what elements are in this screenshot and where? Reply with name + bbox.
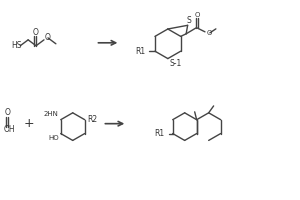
Text: O: O (194, 12, 200, 18)
Text: O: O (4, 108, 10, 117)
Text: O: O (45, 33, 51, 42)
Text: R2: R2 (88, 115, 98, 124)
Text: OH: OH (3, 125, 15, 134)
Text: +: + (24, 117, 34, 130)
Text: S-1: S-1 (169, 59, 182, 68)
Text: O: O (32, 28, 38, 37)
Text: R1: R1 (154, 129, 165, 138)
Text: HS: HS (11, 41, 22, 50)
Text: 2HN: 2HN (44, 111, 59, 117)
Text: R1: R1 (135, 47, 145, 56)
Text: S: S (186, 16, 191, 25)
Text: HO: HO (48, 135, 59, 141)
Text: O: O (207, 30, 212, 36)
